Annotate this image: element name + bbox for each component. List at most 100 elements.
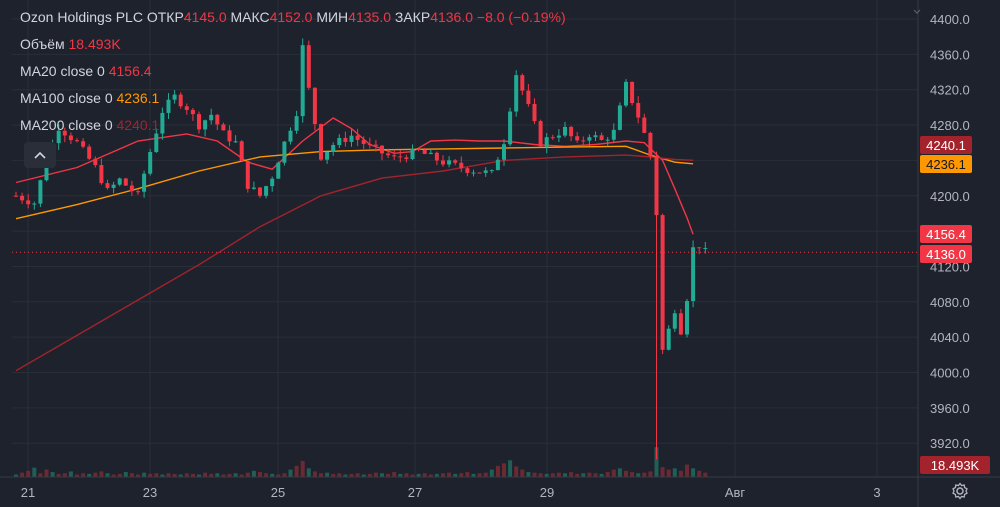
volume-bar	[569, 472, 574, 477]
volume-bar	[703, 472, 708, 477]
candle	[703, 241, 708, 254]
candle-body	[68, 135, 73, 141]
collapse-legend-button[interactable]	[24, 142, 56, 168]
volume-bar	[325, 472, 330, 477]
volume-bar	[270, 473, 275, 477]
volume-bar	[215, 473, 220, 477]
volume-bar	[209, 473, 214, 477]
candle	[172, 90, 177, 104]
volume-bar	[87, 473, 92, 477]
ma200-legend[interactable]: MA200 close 0 4240.1	[20, 117, 159, 133]
candle-body	[605, 139, 610, 141]
volume-bar	[93, 472, 98, 477]
volume-bar	[642, 472, 647, 477]
ma100-legend[interactable]: MA100 close 0 4236.1	[20, 90, 159, 106]
candle-body	[685, 301, 689, 335]
candle	[575, 131, 580, 143]
candle-body	[111, 184, 116, 188]
candle-body	[392, 155, 397, 157]
candle	[154, 128, 159, 153]
candle	[520, 73, 525, 96]
volume-legend[interactable]: Объём 18.493K	[20, 36, 121, 52]
scroll-right-icon[interactable]	[912, 4, 922, 14]
x-tick-label: Авг	[725, 485, 746, 500]
volume-bar	[471, 473, 476, 477]
candle-body	[129, 185, 134, 192]
volume-bar	[654, 447, 659, 477]
candle-body	[434, 152, 439, 161]
candle-body	[459, 162, 464, 169]
candle	[129, 180, 134, 196]
candle	[239, 140, 244, 162]
volume-bar	[32, 467, 37, 477]
volume-bar	[508, 460, 513, 477]
candle-body	[617, 105, 622, 130]
x-tick-label: 23	[143, 485, 157, 500]
symbol-name[interactable]: Ozon Holdings PLC	[20, 9, 143, 25]
candle	[502, 139, 506, 166]
candle-body	[550, 137, 555, 139]
candle	[563, 121, 567, 138]
candle	[526, 83, 531, 107]
candle	[26, 194, 31, 209]
candle	[14, 191, 18, 197]
ma20-legend[interactable]: MA20 close 0 4156.4	[20, 63, 152, 79]
volume-bar	[227, 473, 232, 477]
candle	[483, 167, 488, 177]
candle-body	[636, 103, 641, 118]
volume-bar	[636, 473, 641, 477]
volume-bar	[306, 468, 311, 477]
candle-body	[520, 75, 525, 91]
volume-bar	[44, 469, 49, 477]
price-badge: 4236.1	[920, 155, 972, 173]
candle	[508, 107, 513, 147]
candle-body	[343, 137, 348, 142]
volume-bar	[575, 473, 580, 477]
candle	[489, 169, 494, 174]
volume-bar	[398, 473, 403, 477]
volume-bar	[75, 474, 79, 477]
candle-body	[32, 203, 37, 205]
candle-body	[81, 141, 86, 147]
volume-bar	[556, 472, 561, 477]
volume-bar	[294, 465, 299, 477]
chart-settings-button[interactable]	[948, 480, 972, 502]
candle-body	[593, 135, 598, 138]
candle-body	[251, 187, 256, 189]
gear-icon	[952, 482, 968, 500]
volume-bar	[587, 472, 592, 477]
candle	[380, 145, 384, 161]
candle	[636, 96, 641, 124]
ma-line	[15, 154, 694, 372]
candle-body	[160, 112, 165, 134]
volume-bar	[563, 473, 567, 477]
candle	[404, 154, 409, 163]
candle	[453, 159, 458, 166]
candle	[447, 156, 452, 168]
candle-body	[691, 247, 696, 302]
candle-body	[465, 168, 470, 173]
price-badges: 4240.1 4236.1 4156.4 4136.0 18.493K	[920, 136, 990, 474]
candle-body	[544, 137, 549, 147]
volume-bar	[184, 473, 189, 477]
volume-bar	[105, 473, 110, 477]
candle-body	[569, 126, 574, 137]
candle	[123, 177, 128, 186]
x-tick-label: 27	[408, 485, 422, 500]
candle	[416, 147, 421, 152]
volume-bar	[526, 472, 531, 477]
volume-value: 18.493K	[68, 36, 121, 52]
candle-body	[581, 140, 586, 142]
volume-bar	[624, 470, 628, 477]
candle-body	[526, 90, 531, 104]
x-tick-label: 3	[873, 485, 880, 500]
candle-body	[416, 148, 421, 150]
volume-bar	[459, 473, 464, 477]
volume-bar	[447, 472, 452, 477]
y-tick-label: 4320.0	[930, 83, 970, 98]
volume-bar	[251, 470, 256, 477]
candle-body	[227, 130, 232, 142]
candle	[81, 138, 86, 149]
